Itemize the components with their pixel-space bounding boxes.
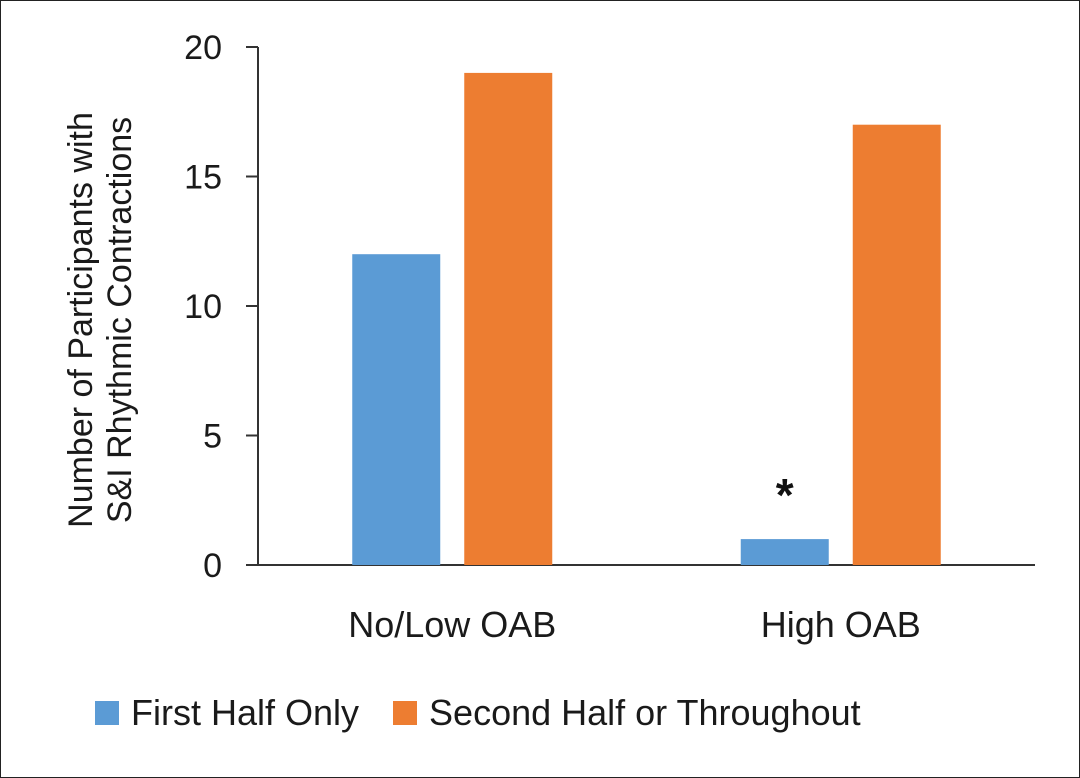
y-axis-title: Number of Participants withS&I Rhythmic …	[62, 112, 139, 528]
x-category-label: No/Low OAB	[348, 604, 556, 645]
y-axis-title-line: Number of Participants with	[62, 112, 100, 528]
y-tick-label: 0	[203, 547, 222, 585]
legend-label: First Half Only	[131, 692, 360, 733]
y-tick-label: 5	[203, 418, 222, 456]
y-tick-label: 10	[184, 288, 222, 326]
bars	[352, 72, 941, 566]
bar	[464, 72, 553, 566]
y-axis-title-line: S&I Rhythmic Contractions	[101, 117, 139, 523]
bar-chart: Number of Participants withS&I Rhythmic …	[62, 29, 1035, 645]
legend: First Half Only Second Half or Throughout	[95, 688, 1035, 738]
x-axis-categories: No/Low OAB High OAB	[348, 604, 921, 645]
x-category-label: High OAB	[761, 604, 921, 645]
y-tick-label: 15	[184, 159, 222, 197]
legend-item: First Half Only	[95, 692, 359, 734]
annotations: *	[776, 469, 794, 521]
legend-swatch	[95, 701, 119, 725]
legend-swatch	[393, 701, 418, 725]
y-axis-title-text: Number of Participants withS&I Rhythmic …	[62, 112, 139, 528]
significance-asterisk: *	[776, 469, 794, 521]
legend-item: Second Half or Throughout	[393, 692, 861, 734]
y-tick-label: 20	[184, 29, 222, 67]
bar	[852, 124, 941, 565]
bar	[352, 254, 441, 565]
y-axis-ticks: 0 5 10 15 20	[184, 29, 258, 585]
bar	[740, 539, 829, 565]
legend-label: Second Half or Throughout	[429, 692, 861, 733]
